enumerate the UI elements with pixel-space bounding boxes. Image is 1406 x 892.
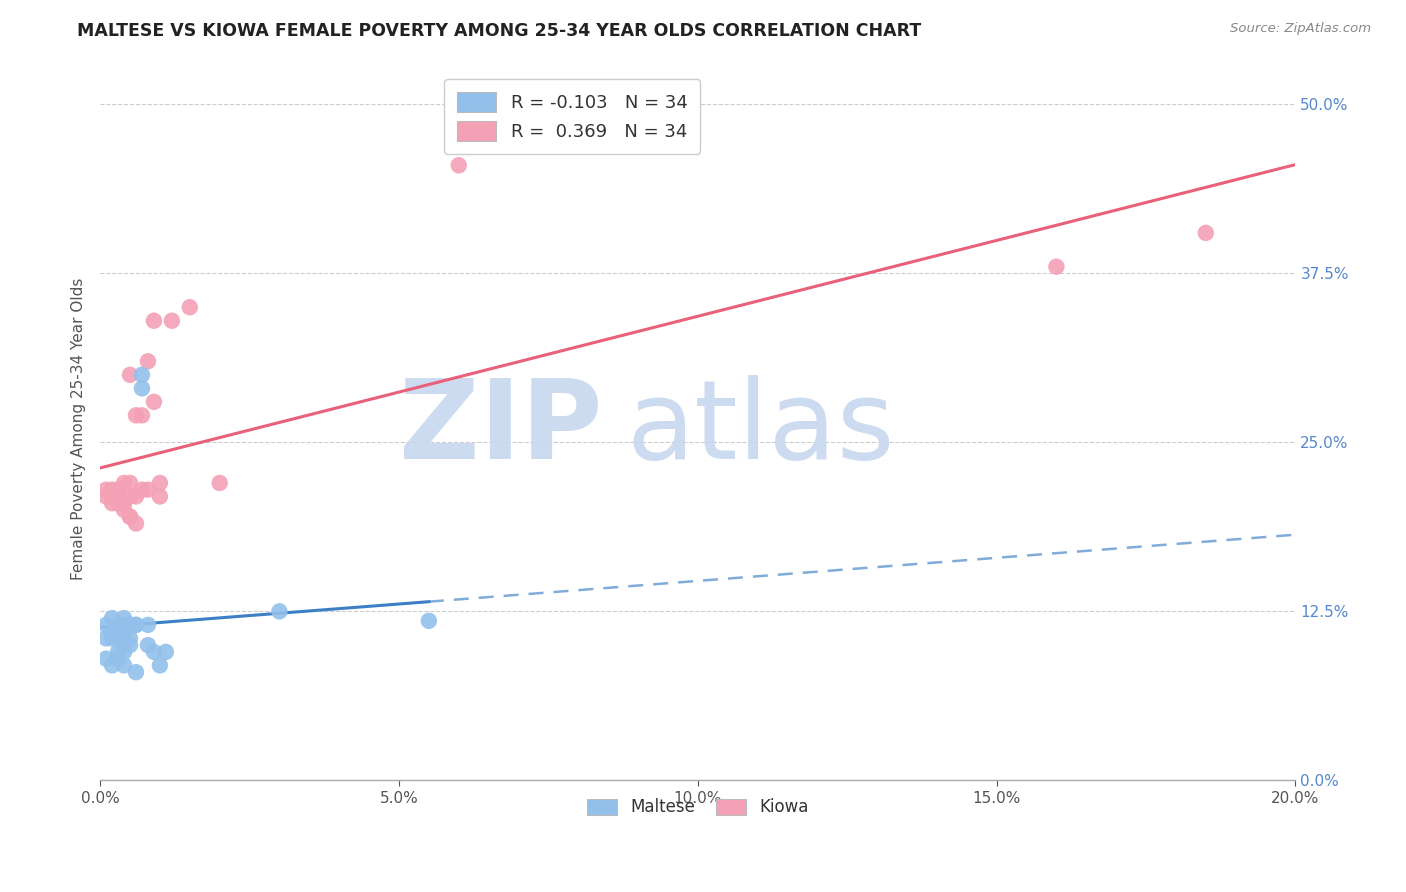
Point — [94, 483, 117, 497]
Point — [94, 618, 117, 632]
Point — [107, 632, 129, 646]
Point — [107, 496, 129, 510]
Point — [118, 509, 141, 524]
Point — [107, 651, 129, 665]
Point — [107, 490, 129, 504]
Point — [155, 645, 177, 659]
Point — [1045, 260, 1067, 274]
Point — [149, 490, 172, 504]
Point — [112, 658, 135, 673]
Point — [101, 632, 124, 646]
Point — [107, 618, 129, 632]
Point — [112, 475, 135, 490]
Point — [131, 483, 153, 497]
Point — [112, 624, 135, 639]
Point — [125, 618, 148, 632]
Point — [142, 394, 165, 409]
Text: MALTESE VS KIOWA FEMALE POVERTY AMONG 25-34 YEAR OLDS CORRELATION CHART: MALTESE VS KIOWA FEMALE POVERTY AMONG 25… — [77, 22, 921, 40]
Point — [125, 618, 148, 632]
Point — [269, 604, 291, 618]
Point — [125, 665, 148, 680]
Y-axis label: Female Poverty Among 25-34 Year Olds: Female Poverty Among 25-34 Year Olds — [72, 277, 86, 580]
Point — [125, 516, 148, 531]
Point — [107, 483, 129, 497]
Point — [107, 645, 129, 659]
Point — [101, 624, 124, 639]
Point — [118, 632, 141, 646]
Legend: Maltese, Kiowa: Maltese, Kiowa — [579, 790, 817, 825]
Point — [208, 475, 231, 490]
Point — [118, 618, 141, 632]
Point — [118, 509, 141, 524]
Point — [149, 658, 172, 673]
Point — [118, 490, 141, 504]
Point — [112, 496, 135, 510]
Point — [136, 638, 159, 652]
Point — [112, 503, 135, 517]
Point — [149, 475, 172, 490]
Point — [131, 381, 153, 395]
Point — [118, 638, 141, 652]
Point — [101, 611, 124, 625]
Point — [101, 490, 124, 504]
Point — [125, 490, 148, 504]
Point — [131, 368, 153, 382]
Point — [1195, 226, 1218, 240]
Point — [101, 483, 124, 497]
Point — [160, 314, 183, 328]
Point — [107, 632, 129, 646]
Point — [447, 158, 470, 172]
Point — [112, 618, 135, 632]
Point — [142, 314, 165, 328]
Point — [136, 354, 159, 368]
Text: Source: ZipAtlas.com: Source: ZipAtlas.com — [1230, 22, 1371, 36]
Point — [118, 368, 141, 382]
Point — [94, 651, 117, 665]
Point — [101, 658, 124, 673]
Point — [112, 611, 135, 625]
Point — [94, 632, 117, 646]
Point — [179, 300, 201, 314]
Point — [125, 409, 148, 423]
Point — [107, 483, 129, 497]
Point — [136, 618, 159, 632]
Text: ZIP: ZIP — [399, 376, 602, 483]
Text: atlas: atlas — [626, 376, 894, 483]
Point — [112, 638, 135, 652]
Point — [101, 496, 124, 510]
Point — [94, 490, 117, 504]
Point — [112, 645, 135, 659]
Point — [131, 409, 153, 423]
Point — [118, 618, 141, 632]
Point — [118, 475, 141, 490]
Point — [418, 614, 440, 628]
Point — [142, 645, 165, 659]
Point — [136, 483, 159, 497]
